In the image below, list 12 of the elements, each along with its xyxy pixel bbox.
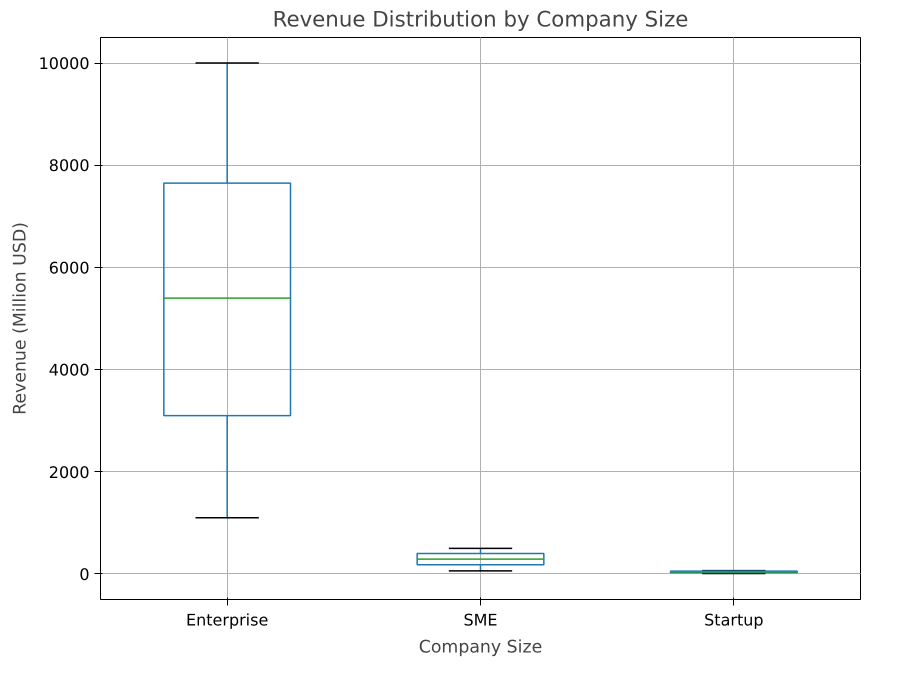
y-tick-label: 10000	[38, 54, 90, 74]
y-tick-label: 4000	[48, 360, 90, 380]
y-tick-label: 2000	[48, 462, 90, 482]
x-tick-label: Startup	[704, 610, 764, 630]
y-tick-label: 0	[79, 564, 90, 584]
y-tick-label: 6000	[48, 258, 90, 278]
chart-title: Revenue Distribution by Company Size	[272, 8, 688, 32]
y-tick-label: 8000	[48, 156, 90, 176]
x-tick-label: SME	[463, 610, 498, 630]
y-axis-title: Revenue (Million USD)	[10, 222, 31, 415]
x-axis-title: Company Size	[418, 638, 542, 658]
x-tick-label: Enterprise	[186, 610, 268, 630]
